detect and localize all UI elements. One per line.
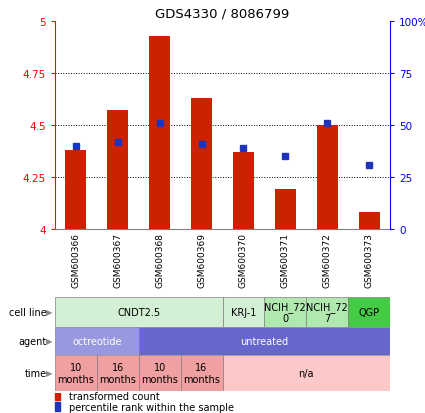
Bar xyxy=(359,213,380,230)
Text: KRJ-1: KRJ-1 xyxy=(231,307,256,317)
Text: 10
months: 10 months xyxy=(141,362,178,384)
Bar xyxy=(55,297,223,327)
Text: cell line: cell line xyxy=(9,307,46,317)
Text: octreotide: octreotide xyxy=(72,336,122,346)
Bar xyxy=(317,126,337,230)
Text: 16
months: 16 months xyxy=(183,362,220,384)
Bar xyxy=(149,36,170,230)
Text: CNDT2.5: CNDT2.5 xyxy=(117,307,160,317)
Text: time: time xyxy=(24,368,46,378)
Title: GDS4330 / 8086799: GDS4330 / 8086799 xyxy=(156,8,289,21)
Bar xyxy=(55,402,60,411)
Text: agent: agent xyxy=(18,336,46,346)
Text: NCIH_72
0: NCIH_72 0 xyxy=(264,301,306,323)
Bar xyxy=(306,297,348,327)
Text: QGP: QGP xyxy=(359,307,380,317)
Text: percentile rank within the sample: percentile rank within the sample xyxy=(69,401,234,412)
Bar xyxy=(223,355,390,391)
Bar xyxy=(139,355,181,391)
Bar xyxy=(55,355,97,391)
Bar xyxy=(275,190,296,230)
Text: ▶: ▶ xyxy=(46,369,53,377)
Bar xyxy=(108,111,128,230)
Text: n/a: n/a xyxy=(298,368,314,378)
Bar xyxy=(55,327,139,355)
Bar xyxy=(97,355,139,391)
Bar xyxy=(348,297,390,327)
Text: transformed count: transformed count xyxy=(69,391,159,401)
Bar xyxy=(65,151,86,230)
Text: ▶: ▶ xyxy=(46,337,53,346)
Text: NCIH_72
7: NCIH_72 7 xyxy=(306,301,348,323)
Bar xyxy=(233,153,254,230)
Text: 10
months: 10 months xyxy=(57,362,94,384)
Bar xyxy=(223,297,264,327)
Bar xyxy=(139,327,390,355)
Bar xyxy=(181,355,223,391)
Text: ▶: ▶ xyxy=(46,308,53,317)
Text: 16
months: 16 months xyxy=(99,362,136,384)
Bar xyxy=(55,391,60,400)
Bar xyxy=(191,99,212,230)
Bar xyxy=(264,297,306,327)
Text: untreated: untreated xyxy=(240,336,289,346)
